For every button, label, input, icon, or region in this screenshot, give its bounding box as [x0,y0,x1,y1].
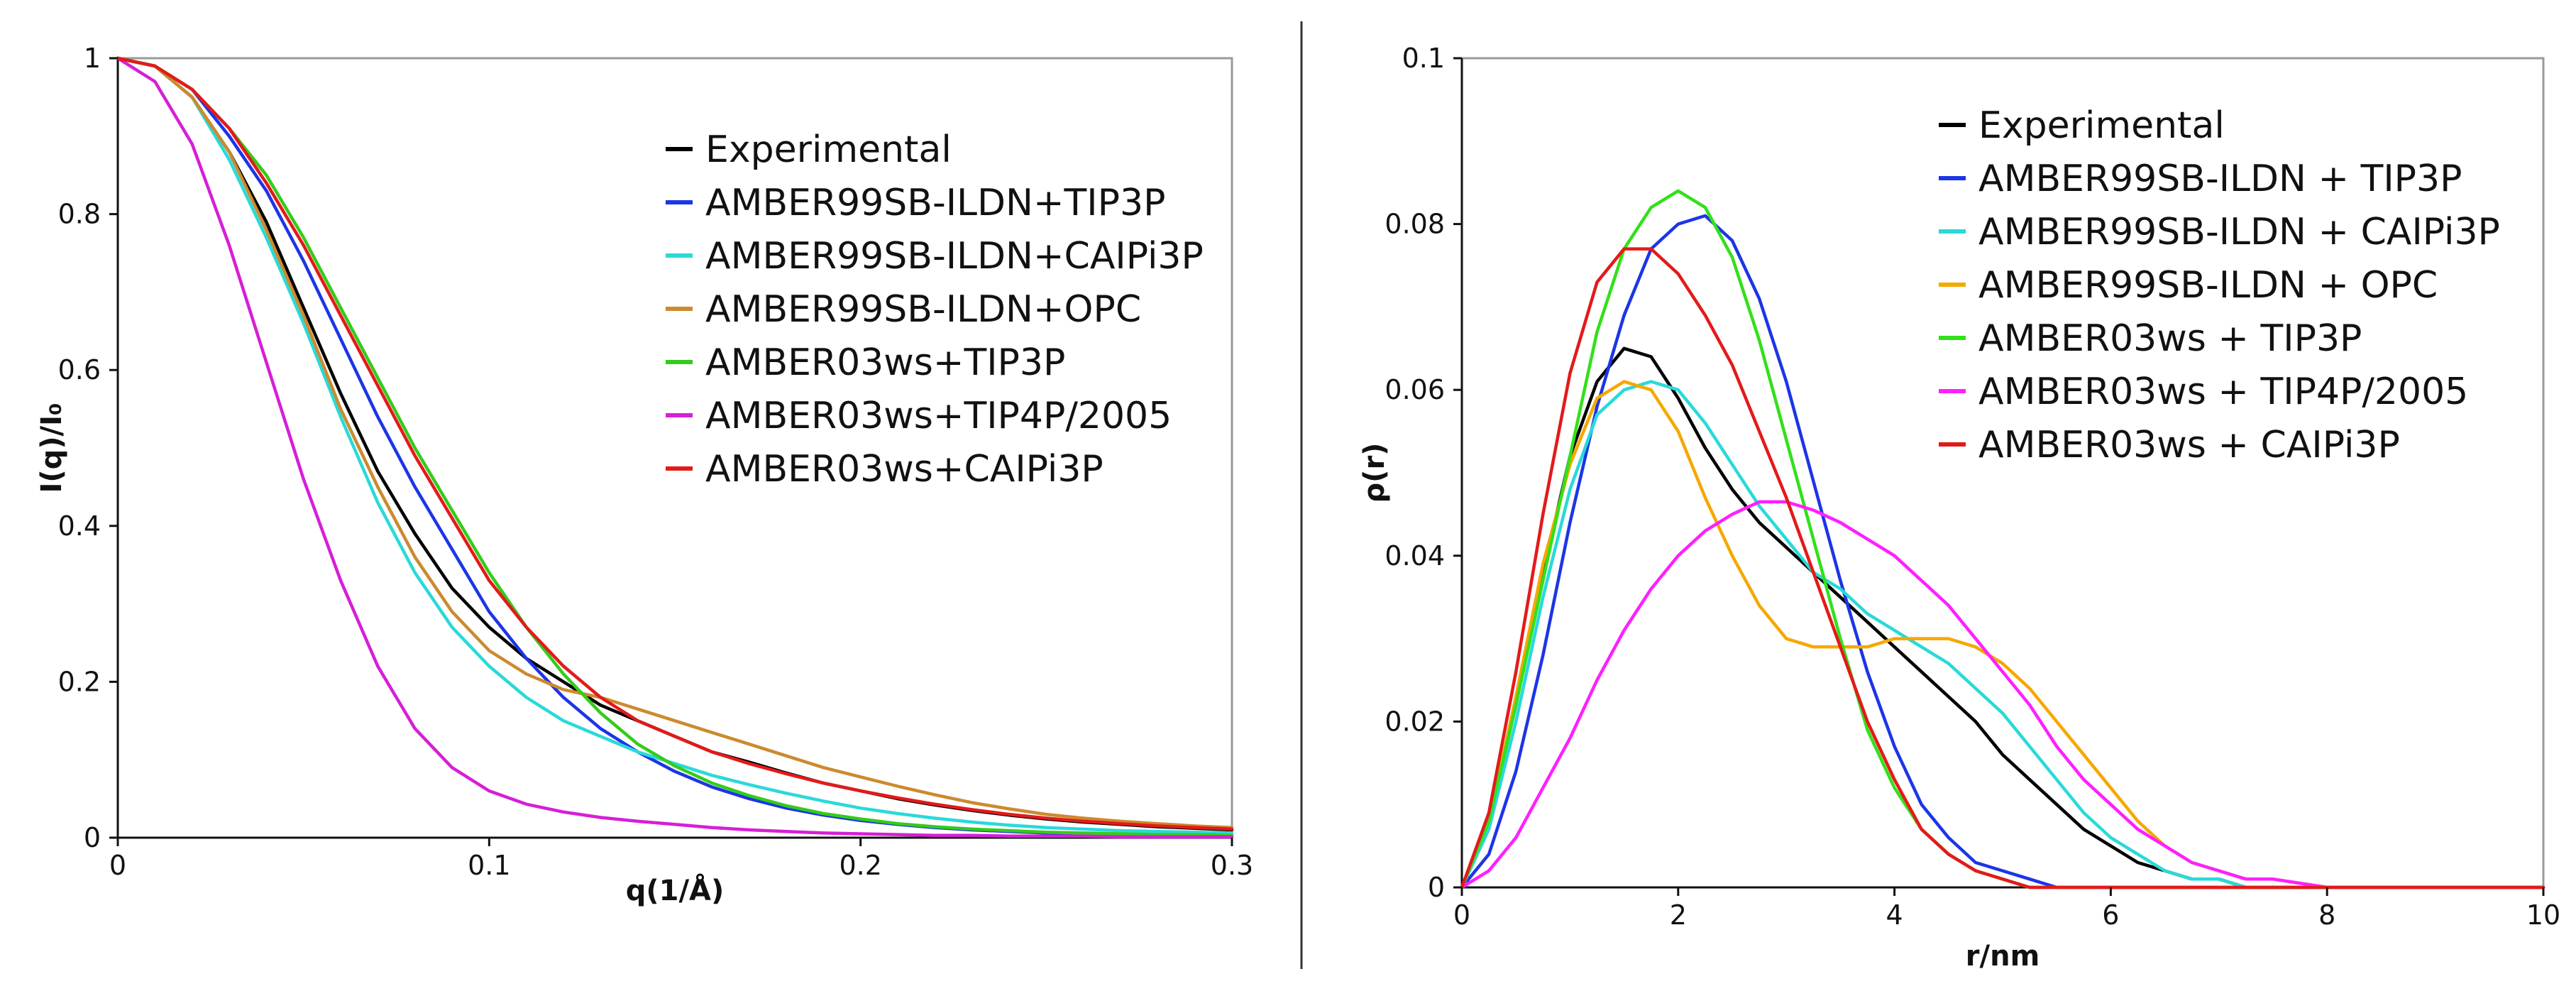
legend-label-amber03ws-tip3p: AMBER03ws + TIP3P [1978,317,2362,360]
right-x-tick-label: 2 [1670,899,1687,931]
left-y-tick-label: 0.8 [58,199,101,230]
left-series-amber03ws-caipi3p [116,56,1234,831]
left-series-group [116,56,1234,839]
left-x-tick-label: 0.2 [839,850,881,881]
legend-label-amber03ws-caipi3p: AMBER03ws + CAIPi3P [1978,424,2400,466]
legend-label-amber99sb-ildn-caipi3p: AMBER99SB-ILDN+CAIPi3P [705,235,1204,278]
legend-label-amber99sb-ildn-tip3p: AMBER99SB-ILDN + TIP3P [1978,158,2462,200]
right-series-amber03ws-caipi3p [1460,247,2545,890]
legend-label-amber99sb-ildn-opc: AMBER99SB-ILDN+OPC [705,288,1141,331]
left-series-amber99sb-ildn-caipi3p [116,56,1234,835]
pair-distance-distribution-chart: 0 2 4 6 8 10 0 0.02 0.04 0.06 0.08 0.1 r/nm ρ(r) E… [1358,43,2560,973]
right-x-tick-label: 8 [2318,899,2335,931]
right-series-amber03ws-tip4p-2005 [1460,500,2545,890]
left-x-ticks: 0 0.1 0.2 0.3 [109,838,1253,881]
right-y-tick-label: 0.08 [1385,209,1445,240]
right-y-tick-label: 0 [1428,872,1445,903]
left-y-axis-title: I(q)/I₀ [35,403,68,493]
right-y-axis-title: ρ(r) [1358,443,1391,503]
left-x-tick-label: 0.3 [1211,850,1253,881]
left-x-tick-label: 0.1 [468,850,510,881]
legend-label-experimental: Experimental [705,128,952,171]
right-series-group [1460,189,2545,890]
left-y-ticks: 0 0.2 0.4 0.6 0.8 1 [58,43,118,853]
left-legend: Experimental AMBER99SB-ILDN+TIP3P AMBER99S… [666,128,1204,491]
legend-label-amber99sb-ildn-opc: AMBER99SB-ILDN + OPC [1978,264,2438,307]
legend-label-amber03ws-tip4p-2005: AMBER03ws+TIP4P/2005 [705,395,1172,437]
right-y-tick-label: 0.06 [1385,374,1445,405]
right-series-amber99sb-ildn-caipi3p [1460,380,2545,890]
scattering-intensity-chart: 0 0.1 0.2 0.3 0 0.2 0.4 0.6 0.8 1 q(1/Å) I(q)/I₀… [35,43,1253,907]
right-x-ticks: 0 2 4 6 8 10 [1453,887,2560,931]
left-x-tick-label: 0 [109,850,126,881]
right-legend: Experimental AMBER99SB-ILDN + TIP3P AMBER9… [1939,104,2500,466]
right-x-tick-label: 10 [2526,899,2560,931]
left-x-axis-title: q(1/Å) [626,872,725,907]
left-series-amber99sb-ildn-opc [116,56,1234,829]
right-y-ticks: 0 0.02 0.04 0.06 0.08 0.1 [1385,43,1462,903]
legend-label-amber03ws-tip3p: AMBER03ws+TIP3P [705,341,1065,384]
legend-label-experimental: Experimental [1978,104,2225,147]
legend-label-amber99sb-ildn-tip3p: AMBER99SB-ILDN+TIP3P [705,182,1165,224]
right-y-tick-label: 0.04 [1385,540,1445,571]
legend-label-amber03ws-caipi3p: AMBER03ws+CAIPi3P [705,448,1103,491]
left-y-tick-label: 0 [84,822,101,853]
right-x-tick-label: 6 [2102,899,2119,931]
left-y-tick-label: 0.6 [58,354,101,385]
left-y-tick-label: 0.2 [58,666,101,697]
right-y-tick-label: 0.02 [1385,706,1445,737]
left-y-tick-label: 1 [84,43,101,74]
right-x-tick-label: 4 [1886,899,1903,931]
right-y-tick-label: 0.1 [1402,43,1445,74]
legend-label-amber99sb-ildn-caipi3p: AMBER99SB-ILDN + CAIPi3P [1978,211,2500,253]
right-x-axis-title: r/nm [1966,940,2040,973]
right-x-tick-label: 0 [1453,899,1470,931]
left-y-tick-label: 0.4 [58,510,101,542]
left-series-amber03ws-tip3p [116,56,1234,837]
left-series-amber03ws-tip4p-2005 [116,56,1234,839]
legend-label-amber03ws-tip4p-2005: AMBER03ws + TIP4P/2005 [1978,371,2468,413]
